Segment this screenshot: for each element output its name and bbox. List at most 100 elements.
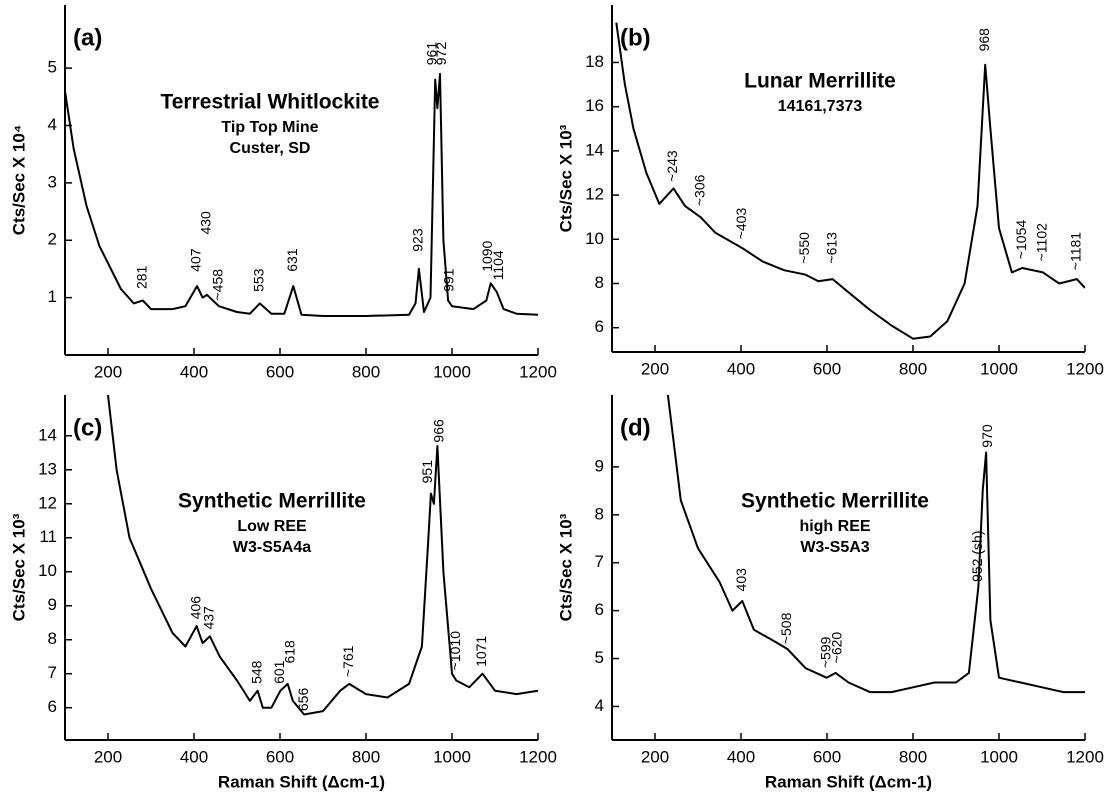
y-axis-label: Cts/Sec X 10⁴: [9, 125, 28, 235]
y-tick-label: 13: [38, 459, 57, 478]
x-tick-label: 200: [641, 747, 669, 766]
peak-label: 656: [295, 688, 311, 712]
chart-title: Synthetic Merrillite: [178, 490, 366, 513]
x-tick-label: 400: [727, 747, 755, 766]
chart-title: Terrestrial Whitlockite: [160, 91, 379, 114]
peak-label: ~620: [828, 632, 844, 664]
y-tick-label: 9: [595, 456, 604, 475]
peak-label: 961: [423, 42, 439, 66]
panel-label: (d): [620, 414, 651, 441]
panel-label: (c): [73, 414, 102, 441]
x-tick-label: 1200: [519, 747, 557, 766]
peak-label: 407: [188, 248, 204, 272]
x-tick-label: 1000: [433, 362, 471, 381]
peak-label: 437: [201, 606, 217, 630]
peak-label: ~306: [691, 174, 707, 206]
peak-label: 991: [441, 268, 457, 292]
peak-label: 1104: [490, 250, 506, 280]
x-tick-label: 200: [641, 359, 669, 378]
peak-label: 923: [410, 228, 426, 252]
chart-subtitle: W3-S5A4a: [233, 539, 311, 556]
y-tick-label: 8: [595, 504, 604, 523]
peak-label: ~458: [210, 269, 226, 301]
y-tick-label: 18: [585, 52, 604, 71]
x-tick-label: 600: [266, 747, 294, 766]
peak-label: 618: [281, 640, 297, 664]
y-tick-label: 5: [595, 648, 604, 667]
peak-label: ~1181: [1068, 232, 1084, 270]
y-axis-label: Cts/Sec X 10³: [556, 513, 575, 621]
y-axis-label: Cts/Sec X 10³: [556, 124, 575, 232]
peak-label: ~403: [733, 208, 749, 240]
x-tick-label: 1000: [433, 747, 471, 766]
y-tick-label: 8: [48, 629, 57, 648]
peak-label: ~1054: [1013, 220, 1029, 260]
peak-label: 968: [976, 28, 992, 52]
x-tick-label: 600: [813, 747, 841, 766]
y-tick-label: 9: [48, 595, 57, 614]
x-tick-label: 200: [94, 362, 122, 381]
peak-label: 1090: [479, 240, 495, 271]
x-axis-label: Raman Shift (Δcm-1): [218, 772, 385, 791]
peak-label: ~550: [796, 232, 812, 264]
x-tick-label: 200: [94, 747, 122, 766]
spectrum: [65, 72, 538, 317]
chart-title: Lunar Merrillite: [744, 70, 896, 93]
panel-label: (b): [620, 24, 651, 51]
peak-label: 281: [134, 265, 150, 289]
peak-label: ~613: [823, 232, 839, 264]
peak-label: 406: [187, 596, 203, 620]
x-tick-label: 400: [180, 362, 208, 381]
spectrum: [107, 395, 538, 716]
panel-label: (a): [73, 24, 102, 51]
chart-subtitle: W3-S5A3: [800, 539, 869, 556]
y-tick-label: 7: [48, 663, 57, 682]
peak-label: ~599: [817, 636, 833, 668]
chart-subtitle: Low REE: [237, 518, 307, 535]
x-tick-label: 1200: [519, 362, 557, 381]
y-tick-label: 1: [48, 287, 57, 306]
y-tick-label: 3: [48, 172, 57, 191]
peak-label: 970: [979, 424, 995, 448]
x-tick-label: 600: [266, 362, 294, 381]
chart-subtitle: Custer, SD: [230, 140, 311, 157]
x-tick-label: 800: [899, 359, 927, 378]
peak-label: ~1010: [447, 631, 463, 671]
y-tick-label: 6: [595, 317, 604, 336]
chart-subtitle: 14161,7373: [778, 98, 863, 115]
x-tick-label: 1200: [1066, 359, 1104, 378]
y-axis-label: Cts/Sec X 10³: [9, 513, 28, 621]
x-tick-label: 800: [899, 747, 927, 766]
spectrum: [666, 395, 1085, 694]
x-tick-label: 1000: [980, 359, 1018, 378]
y-tick-label: 4: [595, 696, 604, 715]
peak-label: 403: [733, 568, 749, 592]
peak-label: ~761: [340, 645, 356, 677]
y-tick-label: 5: [48, 58, 57, 77]
x-tick-label: 600: [813, 359, 841, 378]
spectrum: [615, 22, 1085, 340]
x-tick-label: 800: [352, 362, 380, 381]
peak-label: 952 (sh): [969, 531, 985, 582]
x-tick-label: 800: [352, 747, 380, 766]
y-tick-label: 7: [595, 552, 604, 571]
y-tick-label: 14: [38, 425, 57, 444]
y-tick-label: 12: [585, 185, 604, 204]
x-tick-label: 1200: [1066, 747, 1104, 766]
y-tick-label: 11: [39, 527, 57, 546]
peak-label: 430: [198, 211, 214, 235]
y-tick-label: 10: [38, 561, 57, 580]
peak-label: ~508: [778, 612, 794, 644]
peak-label: 548: [248, 660, 264, 684]
x-axis-label: Raman Shift (Δcm-1): [765, 772, 932, 791]
chart-title: Synthetic Merrillite: [741, 490, 929, 513]
peak-label: ~243: [664, 150, 680, 182]
peak-label: 631: [284, 248, 300, 272]
peak-label: 1071: [473, 636, 489, 667]
y-tick-label: 6: [595, 600, 604, 619]
y-tick-label: 2: [48, 230, 57, 249]
x-tick-label: 400: [727, 359, 755, 378]
y-tick-label: 14: [585, 140, 604, 159]
y-tick-label: 6: [48, 697, 57, 716]
